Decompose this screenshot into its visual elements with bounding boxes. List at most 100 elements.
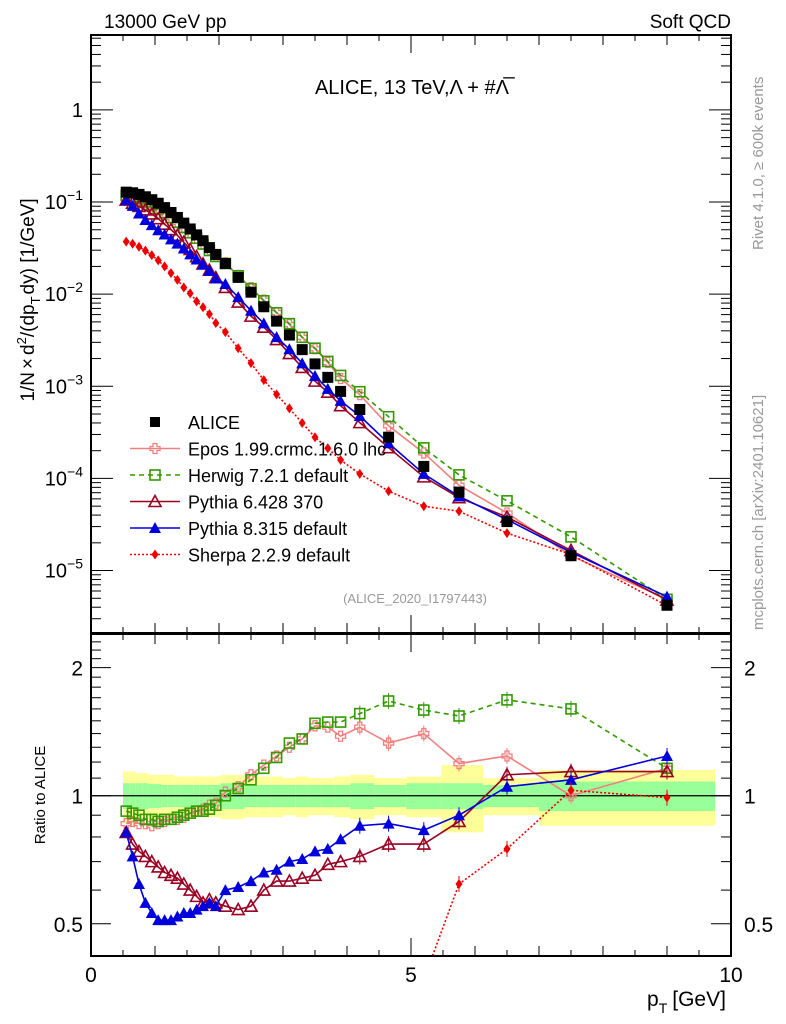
x-tick-label: 5 [405, 964, 417, 987]
ratio-point [416, 836, 432, 850]
ratio-point [321, 716, 334, 728]
ratio-point [417, 704, 430, 716]
data-point [382, 437, 395, 449]
ratio-point [158, 813, 171, 826]
ratio-point [451, 813, 467, 828]
legend-marker [151, 549, 159, 560]
data-point [122, 236, 130, 247]
ratio-point [219, 789, 232, 802]
ratio-point [503, 843, 511, 854]
legend-label: Herwig 7.2.1 default [188, 466, 348, 486]
data-point [298, 417, 306, 428]
data-point [139, 213, 152, 225]
ratio-point [182, 882, 198, 896]
alice-point [322, 371, 334, 383]
data-point [221, 327, 229, 338]
ratio-point [139, 813, 152, 826]
y-tick-label: 1 [72, 100, 83, 122]
alice-point [219, 258, 231, 270]
ratio-point [131, 843, 147, 858]
ratio-point [354, 721, 366, 733]
data-point [283, 343, 296, 355]
ratio-y-tick-label-right: 0.5 [744, 914, 773, 937]
ratio-point [203, 803, 216, 815]
ratio-point [257, 866, 270, 878]
alice-point [661, 599, 673, 611]
alice-point [184, 223, 196, 235]
legend-entry: Epos 1.99.crmc.1.6.0 lhc [130, 440, 386, 460]
ratio-point [565, 773, 577, 785]
data-point [205, 309, 213, 320]
legend-marker [149, 469, 161, 481]
data-point [161, 261, 169, 272]
data-point [455, 506, 463, 517]
ratio-point [565, 703, 577, 715]
ratio-point [334, 730, 347, 742]
ratio-point [382, 817, 395, 829]
ratio-point [501, 694, 513, 706]
alice-point [127, 187, 139, 199]
ratio-point [232, 782, 244, 795]
legend-marker [147, 493, 163, 508]
ratio-point [353, 819, 366, 831]
data-point [186, 288, 194, 299]
alice-point [152, 197, 164, 209]
ratio-point [334, 716, 347, 728]
data-point [173, 274, 181, 285]
data-point [356, 468, 364, 479]
data-point [417, 467, 430, 479]
ratio-point [296, 853, 309, 865]
ratio-point [661, 749, 673, 761]
data-point [353, 385, 366, 398]
ratio-point [270, 863, 283, 875]
ratio-point [417, 824, 430, 836]
ratio-point [219, 884, 232, 896]
ratio-point [126, 850, 139, 862]
ratio-point [184, 807, 196, 819]
data-point [126, 199, 139, 211]
data-point [232, 291, 245, 303]
ratio-point [245, 769, 257, 781]
data-point [337, 455, 345, 466]
ratio-y-tick-label: 1 [71, 786, 83, 809]
legend-entry: Pythia 6.428 370 [130, 493, 323, 513]
legend-label: ALICE [188, 413, 240, 433]
data-point [334, 394, 347, 406]
ratio-point [453, 710, 465, 722]
ratio-point [133, 809, 145, 822]
ratio-point [218, 898, 233, 912]
rivet-label: Rivet 4.1.0, ≥ 600k events [750, 77, 767, 250]
ratio-point [163, 867, 179, 882]
data-point [309, 342, 321, 355]
ratio-point [146, 813, 158, 826]
data-point [145, 219, 158, 231]
ratio-point [382, 737, 395, 749]
data-point [193, 296, 201, 307]
alice-point [418, 460, 430, 472]
ratio-point [152, 815, 164, 828]
alice-point [245, 286, 257, 298]
data-point [120, 194, 133, 206]
ratio-y-tick-label-right: 1 [744, 786, 756, 809]
y-tick-label: 10−1 [45, 187, 83, 214]
y-tick-label: 10−3 [45, 371, 83, 398]
alice-point [271, 315, 283, 327]
data-point [311, 432, 319, 443]
ratio-point [307, 867, 323, 882]
data-point [219, 277, 232, 289]
ratio-point [321, 842, 334, 854]
series-pythia [118, 192, 675, 606]
ratio-point [189, 888, 204, 903]
data-point [133, 207, 145, 219]
data-point [353, 409, 366, 421]
data-point [177, 242, 190, 254]
ratio-point [197, 900, 209, 912]
data-point [453, 469, 465, 481]
ratio-point [420, 974, 427, 984]
ratio-point [178, 809, 190, 822]
alice-point [165, 206, 177, 218]
ratio-point [157, 864, 172, 879]
data-point [661, 590, 673, 602]
legend-entry: Pythia 8.315 default [130, 519, 347, 539]
